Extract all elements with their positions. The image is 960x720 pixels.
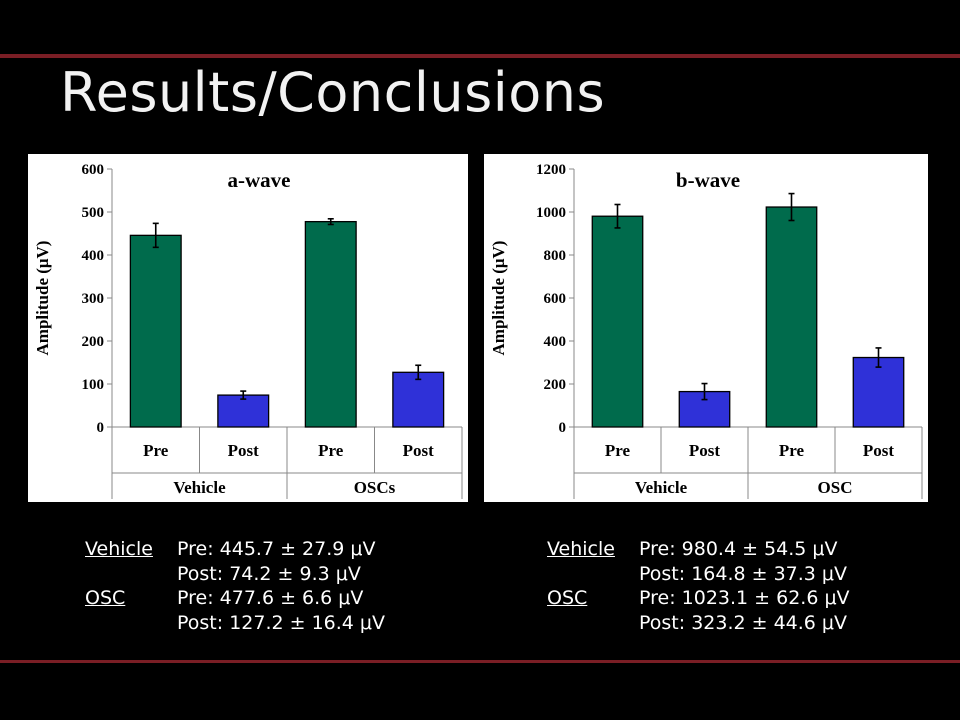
stats-row: OSC Pre: 477.6 ± 6.6 μV — [85, 586, 385, 611]
chart-title: b-wave — [676, 168, 740, 192]
x-category-label: Pre — [779, 441, 805, 460]
y-tick-label: 200 — [82, 334, 105, 350]
a-wave-chart: Amplitude (μV) a-wave 0 100 200 300 400 500 600 P… — [28, 154, 468, 502]
stats-value: Post: 74.2 ± 9.3 μV — [177, 562, 361, 585]
top-accent-rule — [0, 54, 960, 58]
y-tick-label: 600 — [544, 291, 567, 307]
stats-group-label: OSC — [547, 587, 588, 609]
y-tick-label: 400 — [82, 248, 105, 264]
y-tick-label: 1200 — [536, 162, 566, 178]
x-category-label: Pre — [605, 441, 631, 460]
bar-post — [217, 394, 270, 428]
y-tick-label: 500 — [82, 205, 105, 221]
bar-post — [852, 356, 905, 428]
b-wave-chart-svg: Amplitude (μV) b-wave 0 200 400 600 800 1000 120… — [489, 162, 923, 499]
stats-group-label — [547, 611, 639, 636]
x-group-label: OSCs — [354, 478, 396, 497]
b-wave-chart: Amplitude (μV) b-wave 0 200 400 600 800 1000 120… — [484, 154, 928, 502]
y-axis-label: Amplitude (μV) — [33, 241, 52, 356]
stats-row: Vehicle Pre: 980.4 ± 54.5 μV — [547, 537, 850, 562]
stats-value: Post: 127.2 ± 16.4 μV — [177, 611, 386, 634]
x-group-label: Vehicle — [635, 478, 688, 497]
stats-group-label: OSC — [85, 587, 126, 609]
a-wave-stats: Vehicle Pre: 445.7 ± 27.9 μV Post: 74.2 ±… — [85, 537, 385, 635]
y-tick-label: 0 — [559, 420, 567, 436]
x-group-label: Vehicle — [173, 478, 226, 497]
stats-row: Post: 74.2 ± 9.3 μV — [85, 562, 385, 587]
a-wave-chart-svg: Amplitude (μV) a-wave 0 100 200 300 400 500 600 P… — [33, 162, 463, 499]
stats-row: Post: 164.8 ± 37.3 μV — [547, 562, 850, 587]
stats-value: Pre: 445.7 ± 27.9 μV — [177, 538, 376, 560]
bar-pre — [304, 220, 357, 428]
stats-value: Post: 323.2 ± 44.6 μV — [639, 611, 848, 634]
y-tick-label: 100 — [82, 377, 105, 393]
x-category-label: Post — [403, 441, 435, 460]
stats-row: OSC Pre: 1023.1 ± 62.6 μV — [547, 586, 850, 611]
y-tick-label: 1000 — [536, 205, 566, 221]
stats-group-label: Vehicle — [85, 538, 153, 560]
b-wave-stats: Vehicle Pre: 980.4 ± 54.5 μV Post: 164.8 … — [547, 537, 850, 635]
stats-value: Post: 164.8 ± 37.3 μV — [639, 562, 848, 585]
slide-title: Results/Conclusions — [60, 61, 606, 124]
y-tick-label: 300 — [82, 291, 105, 307]
stats-row: Vehicle Pre: 445.7 ± 27.9 μV — [85, 537, 385, 562]
bar-post — [392, 371, 445, 428]
stats-value: Pre: 980.4 ± 54.5 μV — [639, 538, 838, 560]
stats-value: Pre: 477.6 ± 6.6 μV — [177, 587, 364, 609]
y-axis-label: Amplitude (μV) — [489, 241, 508, 356]
y-tick-label: 200 — [544, 377, 567, 393]
x-category-label: Post — [863, 441, 895, 460]
stats-group-label — [547, 562, 639, 587]
bar-pre — [591, 215, 644, 428]
bottom-accent-rule — [0, 660, 960, 663]
stats-group-label — [85, 611, 177, 636]
stats-group-label — [85, 562, 177, 587]
y-tick-label: 600 — [82, 162, 105, 178]
bar-pre — [765, 206, 818, 428]
stats-value: Pre: 1023.1 ± 62.6 μV — [639, 587, 850, 609]
y-tick-label: 800 — [544, 248, 567, 264]
stats-group-label: Vehicle — [547, 538, 615, 560]
stats-row: Post: 127.2 ± 16.4 μV — [85, 611, 385, 636]
bar-pre — [129, 234, 182, 428]
y-tick-label: 0 — [97, 420, 105, 436]
y-tick-label: 400 — [544, 334, 567, 350]
x-category-label: Pre — [318, 441, 344, 460]
chart-title: a-wave — [228, 168, 291, 192]
x-category-label: Post — [228, 441, 260, 460]
x-category-label: Pre — [143, 441, 169, 460]
x-group-label: OSC — [818, 478, 853, 497]
x-category-label: Post — [689, 441, 721, 460]
stats-row: Post: 323.2 ± 44.6 μV — [547, 611, 850, 636]
